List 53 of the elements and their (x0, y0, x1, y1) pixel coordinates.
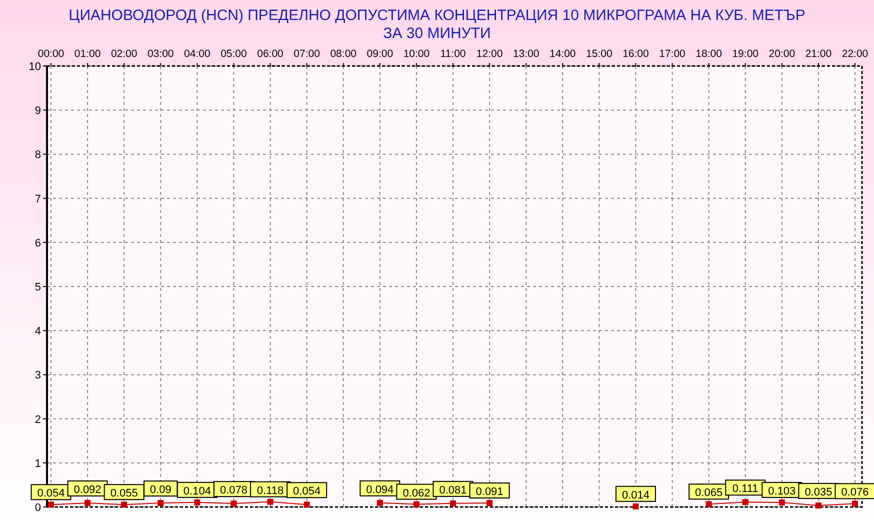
x-tick-label: 13:00 (512, 48, 540, 60)
y-tick-label: 5 (34, 282, 41, 294)
x-tick-label: 07:00 (294, 48, 320, 60)
x-tick-label: 12:00 (476, 48, 503, 60)
y-tick-label: 2 (34, 414, 41, 426)
y-tick-label: 6 (34, 237, 41, 250)
x-tick-label: 10:00 (403, 48, 430, 60)
data-label: 0.055 (110, 488, 138, 500)
data-label: 0.104 (183, 485, 211, 498)
data-label: 0.094 (366, 484, 394, 496)
x-tick-label: 03:00 (147, 48, 174, 60)
y-tick-label: 1 (34, 458, 41, 470)
x-tick-label: 20:00 (768, 48, 796, 60)
x-tick-label: 00:00 (38, 48, 64, 60)
data-label: 0.054 (293, 486, 321, 498)
y-tick-label: 3 (34, 370, 41, 382)
data-label: 0.014 (622, 489, 650, 502)
x-tick-label: 18:00 (696, 48, 722, 60)
chart-title: ЦИАНОВОДОРОД (HCN) ПРЕДЕЛНО ДОПУСТИМА КОНЦЕНТРАЦИЯ 10 МИКРОГРАМА НА КУБ. МЕТЪР ЗА 30 МИНУТИ (68, 7, 806, 42)
x-tick-label: 04:00 (184, 48, 210, 60)
x-tick-label: 02:00 (110, 48, 138, 60)
x-tick-label: 15:00 (586, 48, 612, 60)
data-label: 0.078 (220, 484, 248, 497)
data-label: 0.081 (439, 484, 467, 496)
x-tick-label: 09:00 (366, 48, 394, 60)
data-label: 0.035 (804, 486, 832, 498)
data-label: 0.054 (37, 488, 65, 500)
x-tick-label: 21:00 (805, 48, 832, 60)
x-tick-label: 22:00 (842, 48, 868, 60)
y-tick-label: 0 (34, 502, 41, 514)
x-tick-label: 16:00 (622, 48, 650, 60)
y-tick-label: 9 (34, 105, 41, 118)
data-label: 0.065 (695, 487, 723, 500)
data-label: 0.076 (841, 486, 869, 499)
x-tick-label: 05:00 (220, 48, 248, 60)
x-tick-label: 19:00 (732, 48, 759, 60)
data-label: 0.09 (150, 484, 172, 496)
data-label: 0.111 (732, 483, 758, 496)
data-label: 0.092 (74, 484, 102, 496)
x-tick-label: 08:00 (330, 48, 357, 60)
x-tick-label: 01:00 (74, 48, 101, 60)
x-tick-label: 06:00 (257, 48, 284, 60)
y-tick-label: 8 (34, 149, 41, 162)
data-label: 0.062 (402, 487, 430, 500)
y-tick-label: 4 (34, 326, 41, 338)
data-label: 0.103 (768, 485, 796, 498)
data-label: 0.091 (476, 486, 504, 498)
x-tick-label: 11:00 (440, 48, 466, 60)
x-tick-label: 17:00 (659, 48, 686, 60)
y-tick-label: 10 (28, 61, 41, 73)
y-tick-label: 7 (34, 193, 41, 206)
data-label: 0.118 (256, 484, 284, 497)
x-tick-label: 14:00 (549, 48, 576, 60)
